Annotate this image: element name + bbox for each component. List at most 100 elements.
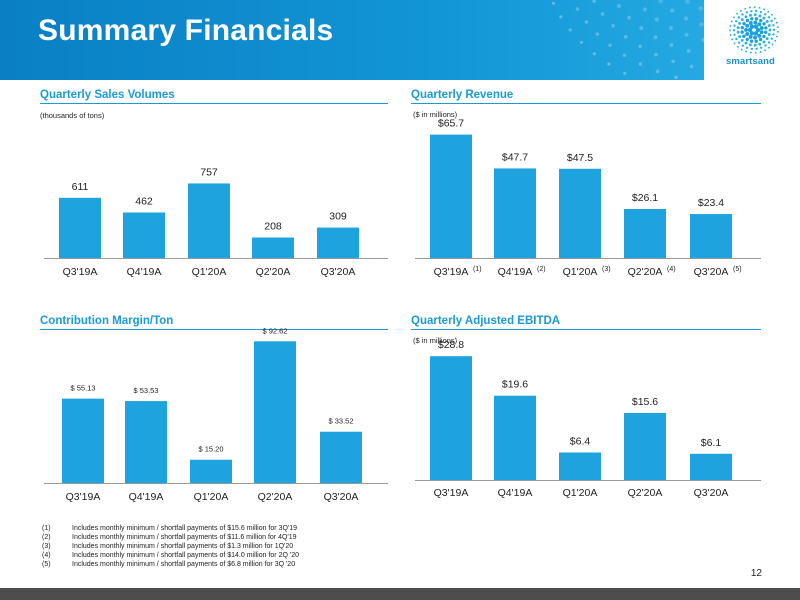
category-tick-label: Q3'19A — [434, 487, 469, 499]
logo-dot — [776, 35, 778, 38]
logo-dot — [736, 45, 739, 48]
ebitda-unit-note: ($ in millions) — [413, 336, 458, 345]
decor-dot — [689, 64, 694, 69]
logo-dot — [768, 46, 771, 49]
logo-dot — [763, 8, 766, 11]
logo-dot — [745, 37, 749, 42]
logo-dot — [775, 21, 778, 24]
logo-dot — [744, 41, 748, 45]
bar-value-label: $47.5 — [567, 152, 593, 164]
logo-dot — [729, 29, 731, 32]
logo-dot — [749, 39, 754, 43]
logo-dot — [758, 42, 762, 46]
logo-dot — [753, 35, 757, 40]
logo-dot — [755, 47, 758, 50]
logo-dot — [748, 21, 753, 25]
logo-dot — [762, 34, 766, 39]
bar-value-label: $6.1 — [701, 437, 722, 449]
bar-value-label: $28.8 — [438, 339, 464, 351]
decor-dot — [658, 0, 663, 4]
logo-dot — [744, 27, 748, 32]
footnote-text: Includes monthly minimum / shortfall pay… — [72, 543, 294, 550]
decor-dot — [595, 32, 600, 36]
ebitda-title: Quarterly Adjusted EBITDA — [411, 315, 561, 327]
bar-value-label: $65.7 — [438, 118, 464, 130]
logo-dot — [749, 24, 755, 29]
bar — [559, 452, 601, 480]
header-banner: Summary Financials smartsand — [0, 0, 800, 80]
footnote-number: (4) — [42, 552, 51, 559]
category-tick-label: Q2'20A — [628, 266, 663, 278]
decor-dot — [655, 69, 660, 74]
sales-volumes-chart: 611 Q3'19A 462 Q4'19A 757 Q1'20A 208 Q2'20A 309 Q… — [44, 166, 388, 278]
bar-value-label: 309 — [329, 211, 347, 223]
logo-sphere-icon — [729, 6, 779, 54]
sales-volumes-unit-note: (thousands of tons) — [40, 111, 105, 120]
logo-dot — [776, 26, 779, 29]
footnote-marker: (2) — [537, 266, 546, 273]
footnote-marker: (1) — [473, 266, 482, 273]
footnote-text: Includes monthly minimum / shortfall pay… — [72, 525, 298, 532]
logo-dot — [773, 17, 776, 20]
footnote-row: (3) Includes monthly minimum / shortfall … — [42, 542, 542, 551]
footnote-marker: (5) — [733, 266, 742, 273]
logo-dot — [770, 13, 773, 16]
bar — [188, 183, 230, 258]
bar — [690, 214, 732, 258]
logo-dot — [740, 18, 744, 22]
bar — [559, 168, 601, 258]
decor-dot — [622, 53, 627, 57]
decor-dot — [616, 4, 621, 8]
category-tick-label: Q1'20A — [563, 266, 598, 278]
logo-dot — [736, 26, 740, 30]
logo-dot — [745, 46, 749, 49]
company-logo: smartsand — [704, 0, 800, 80]
contribution-margin-title: Contribution Margin/Ton — [40, 315, 174, 327]
bar — [430, 134, 472, 258]
contribution-margin-chart: $ 55.13 Q3'19A $ 53.53 Q4'19A $ 15.20 Q1'20A $… — [44, 326, 388, 503]
footnote-marker: (3) — [602, 266, 611, 273]
logo-dot — [729, 24, 732, 27]
category-tick-label: Q3'20A — [694, 266, 729, 278]
decor-dot — [584, 20, 589, 24]
decor-dot — [670, 8, 675, 13]
sales-volumes-rule — [40, 103, 388, 104]
logo-dot — [767, 24, 771, 28]
decor-dot — [575, 7, 580, 11]
bar-value-label: $6.4 — [570, 435, 591, 447]
bar — [59, 197, 101, 258]
category-tick-label: Q2'20A — [258, 491, 293, 503]
bar — [190, 459, 232, 483]
logo-dot — [765, 37, 769, 41]
category-tick-label: Q3'20A — [324, 491, 359, 503]
logo-dot — [771, 43, 774, 46]
logo-dot — [776, 30, 779, 33]
logo-dot — [753, 24, 759, 29]
decor-dot — [611, 23, 615, 28]
bar-value-label: 208 — [264, 221, 282, 233]
bar — [317, 227, 359, 258]
logo-dot — [731, 38, 734, 41]
logo-dot — [755, 27, 761, 33]
decor-dot — [623, 34, 628, 39]
logo-dot — [764, 44, 767, 47]
category-tick-label: Q1'20A — [194, 491, 229, 503]
category-tick-label: Q3'19A — [434, 266, 469, 278]
footnote-row: (1) Includes monthly minimum / shortfall … — [42, 524, 542, 533]
logo-dot — [736, 12, 739, 15]
footnote-number: (3) — [42, 543, 51, 550]
logo-dot — [749, 13, 752, 17]
footnote-row: (2) Includes monthly minimum / shortfall … — [42, 533, 542, 542]
bar — [494, 395, 536, 480]
logo-dot — [730, 20, 733, 23]
bar — [252, 237, 294, 258]
decor-dot — [600, 12, 605, 16]
logo-dot — [735, 37, 738, 41]
logo-dot — [753, 20, 758, 25]
logo-dot — [768, 28, 772, 32]
logo-dot — [770, 37, 773, 40]
logo-dot — [759, 51, 762, 53]
footnote-text: Includes monthly minimum / shortfall pay… — [72, 561, 296, 568]
decor-dot — [638, 62, 643, 66]
category-tick-label: Q2'20A — [256, 266, 291, 278]
